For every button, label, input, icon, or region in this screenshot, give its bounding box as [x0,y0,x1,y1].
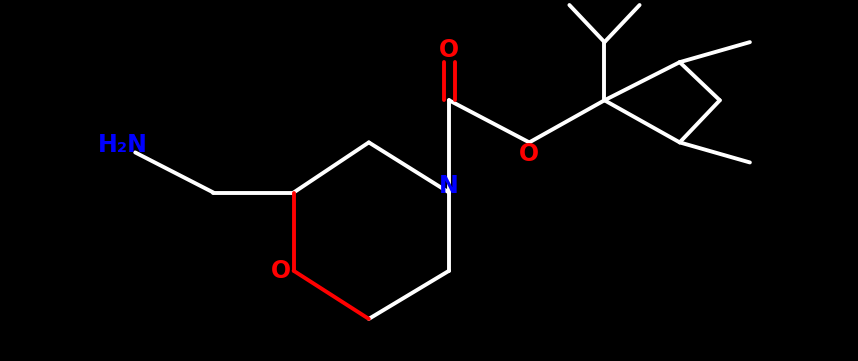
Text: H₂N: H₂N [98,134,148,157]
Text: O: O [519,143,540,166]
Text: N: N [439,174,459,197]
Text: O: O [270,259,291,283]
Text: O: O [439,38,459,62]
